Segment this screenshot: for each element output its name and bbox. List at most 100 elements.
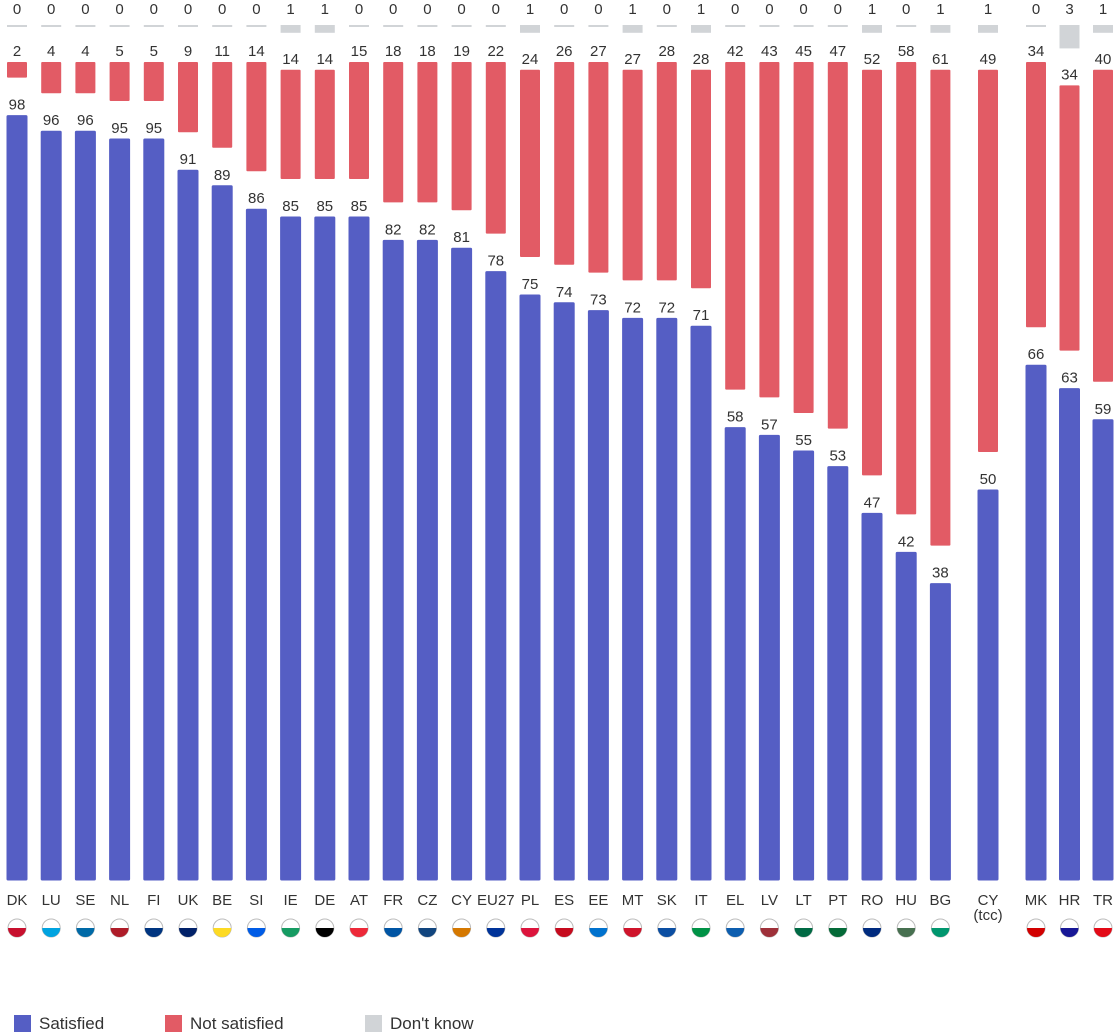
value-label: 75 — [522, 276, 539, 293]
value-label: 14 — [316, 51, 333, 68]
value-label: 0 — [47, 1, 55, 18]
value-label: 52 — [864, 51, 881, 68]
value-label: 5 — [150, 43, 158, 60]
category-label: MK — [1024, 892, 1048, 909]
value-label: 42 — [727, 43, 744, 60]
bar-segment — [588, 62, 609, 273]
value-label: 0 — [560, 1, 568, 18]
bar-segment — [6, 115, 28, 881]
category-label: FR — [383, 892, 404, 909]
bar-segment — [417, 25, 438, 27]
value-label: 0 — [218, 1, 226, 18]
bar-segment — [978, 25, 998, 33]
bar-segment — [349, 62, 369, 179]
value-label: 45 — [795, 43, 812, 60]
bar-segment — [1059, 85, 1080, 351]
value-label: 3 — [1065, 1, 1073, 18]
bar-segment — [212, 62, 233, 148]
bar-segment — [827, 25, 848, 27]
flag-icon — [418, 928, 437, 937]
value-label: 0 — [184, 1, 192, 18]
category-label: SK — [656, 892, 677, 909]
value-label: 22 — [487, 43, 504, 60]
category-label: EE — [588, 892, 609, 909]
category-label: MT — [621, 892, 644, 909]
bar-segment — [1093, 25, 1113, 33]
value-label: 55 — [795, 432, 812, 449]
value-label: 0 — [492, 1, 500, 18]
bar-segment — [1093, 69, 1113, 382]
bar-segment — [588, 25, 609, 27]
value-label: 0 — [457, 1, 465, 18]
value-label: 0 — [663, 1, 671, 18]
flag-icon — [110, 928, 129, 937]
value-label: 0 — [81, 1, 89, 18]
bar-segment — [725, 25, 746, 27]
legend-label: Satisfied — [39, 1014, 105, 1033]
value-label: 0 — [423, 1, 431, 18]
bar-segment — [896, 25, 917, 27]
value-label: 1 — [526, 1, 534, 18]
value-label: 81 — [453, 229, 470, 246]
bar-segment — [75, 62, 96, 94]
bar-segment — [758, 434, 780, 881]
value-label: 1 — [936, 1, 944, 18]
value-label: 19 — [453, 43, 470, 60]
flag-icon — [760, 928, 779, 937]
value-label: 0 — [1032, 1, 1040, 18]
value-label: 86 — [248, 190, 265, 207]
bar-segment — [246, 62, 267, 172]
bar-segment — [520, 25, 540, 33]
flag-icon — [657, 928, 676, 937]
bar-segment — [143, 138, 165, 881]
bar-segment — [349, 25, 369, 27]
value-label: 0 — [731, 1, 739, 18]
bar-segment — [862, 69, 882, 476]
flag-icon — [623, 928, 642, 937]
bar-segment — [656, 25, 677, 27]
category-label: PT — [828, 892, 848, 909]
bar-segment — [7, 25, 27, 27]
bar-segment — [691, 69, 711, 289]
bar-segment — [1026, 25, 1046, 27]
flag-icon — [179, 928, 197, 937]
bar-segment — [793, 62, 814, 413]
flag-icon — [1094, 928, 1112, 937]
category-label: RO — [860, 892, 884, 909]
bar-segment — [520, 69, 540, 257]
bar-segment — [41, 62, 62, 94]
value-label: 47 — [829, 43, 846, 60]
flag-icon — [247, 928, 266, 937]
flag-icon — [521, 928, 539, 937]
value-label: 28 — [693, 51, 710, 68]
value-label: 85 — [351, 198, 368, 215]
category-label: IE — [283, 892, 298, 909]
bar-segment — [314, 216, 336, 881]
value-label: 78 — [487, 253, 504, 270]
value-label: 50 — [980, 471, 997, 488]
category-label: PL — [520, 892, 540, 909]
category-label: SI — [249, 892, 264, 909]
bar-segment — [109, 62, 130, 101]
bar-segment — [143, 62, 164, 101]
bar-segment — [793, 450, 815, 881]
bar-segment — [178, 62, 198, 133]
flag-icon — [931, 928, 950, 937]
value-label: 96 — [43, 112, 60, 129]
bar-segment — [382, 239, 404, 881]
category-label: BG — [929, 892, 952, 909]
value-label: 0 — [834, 1, 842, 18]
bar-segment — [75, 25, 96, 27]
value-label: 34 — [1061, 66, 1078, 83]
bar-segment — [622, 317, 644, 881]
bar-segment — [724, 427, 746, 881]
bar-segment — [691, 25, 711, 33]
bar-segment — [485, 271, 507, 881]
flag-icon — [897, 928, 916, 937]
flag-icon — [350, 928, 368, 937]
value-label: 1 — [984, 1, 992, 18]
value-label: 82 — [385, 221, 402, 238]
bar-segment — [485, 62, 506, 234]
value-label: 1 — [321, 1, 329, 18]
category-label: HU — [895, 892, 918, 909]
